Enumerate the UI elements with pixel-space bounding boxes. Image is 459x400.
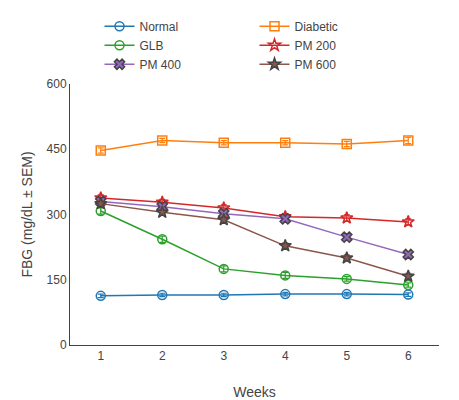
svg-text:0: 0: [60, 338, 67, 352]
svg-text:FBG (mg/dL ± SEM): FBG (mg/dL ± SEM): [19, 151, 35, 277]
svg-text:2: 2: [159, 349, 166, 363]
svg-text:1: 1: [97, 349, 104, 363]
svg-text:PM 600: PM 600: [295, 58, 337, 72]
svg-text:600: 600: [47, 77, 67, 91]
svg-text:3: 3: [220, 349, 227, 363]
svg-text:Weeks: Weeks: [233, 384, 276, 400]
svg-text:Normal: Normal: [140, 20, 179, 34]
svg-text:4: 4: [282, 349, 289, 363]
svg-text:GLB: GLB: [140, 39, 164, 53]
svg-text:450: 450: [47, 142, 67, 156]
svg-text:6: 6: [405, 349, 412, 363]
svg-text:150: 150: [47, 273, 67, 287]
svg-text:5: 5: [343, 349, 350, 363]
svg-text:Diabetic: Diabetic: [295, 20, 338, 34]
svg-text:PM 400: PM 400: [140, 58, 182, 72]
svg-text:300: 300: [47, 208, 67, 222]
svg-text:PM 200: PM 200: [295, 39, 337, 53]
